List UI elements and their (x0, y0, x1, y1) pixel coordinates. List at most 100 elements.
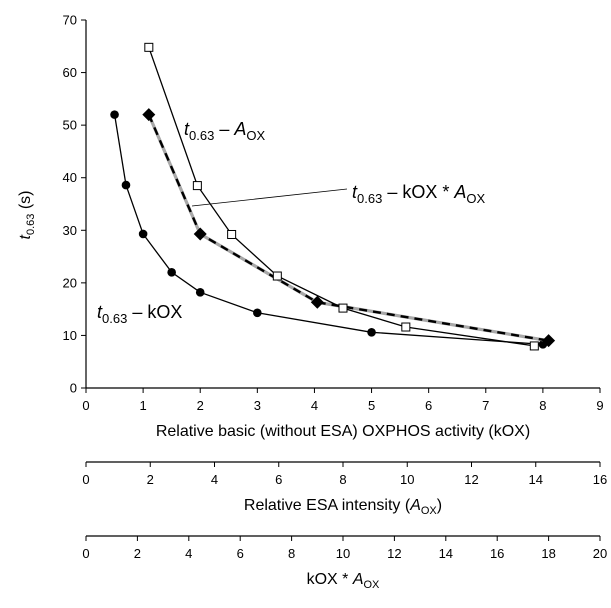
x-axis-title: Relative basic (without ESA) OXPHOS acti… (156, 423, 530, 440)
x-tick-label: 14 (529, 472, 543, 487)
x-tick-label: 6 (237, 546, 244, 561)
x-tick-label: 0 (82, 398, 89, 413)
plot-frame (85, 20, 600, 389)
x-tick-label: 2 (197, 398, 204, 413)
series-label-text: – (214, 119, 234, 139)
x-tick-label: 14 (439, 546, 453, 561)
series-label-leader-line (191, 188, 348, 207)
data-point (310, 295, 324, 309)
x-tick-label: 3 (254, 398, 261, 413)
x-tick-label: 16 (490, 546, 504, 561)
series-label-kox-aox: t0.63 – kOX * AOX (352, 182, 485, 206)
data-point (227, 229, 237, 239)
x-axis-title-text: ) (437, 497, 442, 514)
series-label-symbol: A (233, 119, 246, 139)
series-label-subscript: 0.63 (357, 191, 382, 206)
series-line (147, 114, 549, 342)
x-tick-label: 4 (311, 398, 318, 413)
data-point (138, 229, 148, 239)
data-point (253, 308, 262, 318)
series-label-text: – kOX * (382, 182, 454, 202)
x-axis-title-symbol: A (352, 571, 364, 588)
data-point (529, 341, 539, 351)
data-point (401, 322, 411, 332)
x-tick-label: 7 (482, 398, 489, 413)
series-label-subscript: 0.63 (102, 311, 127, 326)
y-axis-title: t0.63 (s) (17, 191, 37, 240)
y-axis: 0 10 20 30 40 50 60 70 (63, 13, 86, 396)
y-tick-label: 60 (63, 65, 77, 80)
x-tick-label: 2 (134, 546, 141, 561)
x-tick-label: 4 (211, 472, 218, 487)
series-label-kox: t0.63 – kOX (97, 302, 182, 326)
y-tick-label: 50 (63, 118, 77, 133)
x-axis-title-text: Relative ESA intensity ( (244, 497, 411, 514)
data-point (193, 227, 207, 241)
data-point (195, 288, 205, 297)
x-tick-label: 16 (593, 472, 607, 487)
x-tick-label: 6 (275, 472, 282, 487)
series-label-text: – kOX (127, 302, 182, 322)
x-tick-label: 12 (387, 546, 401, 561)
data-point (144, 42, 154, 52)
y-axis-title-subscript: 0.63 (25, 214, 37, 235)
x-axis-title-text: kOX * (307, 571, 353, 588)
x-axis-title-subscript: OX (364, 579, 381, 591)
x-tick-label: 0 (82, 546, 89, 561)
x-axis-koxaox: 0 2 4 6 8 10 12 14 16 18 20 kOX * AOX (82, 535, 607, 591)
y-tick-label: 40 (63, 170, 77, 185)
x-tick-label: 9 (596, 398, 603, 413)
y-tick-label: 70 (63, 13, 77, 28)
data-point (542, 334, 556, 348)
series-label-subscript: 0.63 (189, 128, 214, 143)
series-1 (144, 42, 539, 351)
series-label-symbol: t (352, 182, 358, 202)
x-tick-label: 20 (593, 546, 607, 561)
x-tick-label: 1 (139, 398, 146, 413)
x-tick-label: 18 (541, 546, 555, 561)
x-tick-label: 10 (336, 546, 350, 561)
data-point (367, 327, 376, 337)
series-layer (110, 42, 556, 351)
data-point (272, 271, 282, 281)
series-label-subscript: OX (466, 191, 485, 206)
x-tick-label: 8 (288, 546, 295, 561)
y-tick-label: 30 (63, 223, 77, 238)
series-0 (110, 110, 548, 349)
series-label-symbol: t (184, 119, 190, 139)
series-label-subscript: OX (246, 128, 265, 143)
x-tick-label: 8 (539, 398, 546, 413)
x-tick-label: 8 (339, 472, 346, 487)
x-tick-label: 2 (147, 472, 154, 487)
data-point (167, 268, 176, 277)
x-tick-label: 10 (400, 472, 414, 487)
y-tick-label: 0 (70, 381, 77, 396)
x-axis-title-subscript: OX (421, 505, 438, 517)
x-axis-title-symbol: A (409, 497, 421, 514)
x-axis-aox: 0 2 4 6 8 10 12 14 16 Relative ESA intensity (AOX… (82, 461, 607, 517)
x-tick-label: 12 (464, 472, 478, 487)
x-tick-label: 4 (185, 546, 192, 561)
series-label-symbol: t (97, 302, 103, 322)
x-axis-kox: 0 1 2 3 4 5 6 7 8 9 Relative basic (without ESA) O… (82, 388, 604, 440)
x-tick-label: 0 (82, 472, 89, 487)
series-label-symbol: A (453, 182, 466, 202)
y-axis-title-unit: (s) (17, 191, 34, 214)
series-label-aox: t0.63 – AOX (184, 119, 265, 143)
y-tick-label: 10 (63, 328, 77, 343)
y-tick-label: 20 (63, 275, 77, 290)
data-point (110, 110, 119, 119)
data-point (142, 108, 156, 122)
y-axis-title-symbol: t (17, 234, 34, 239)
x-tick-label: 6 (425, 398, 432, 413)
x-axis-title: kOX * AOX (307, 571, 380, 591)
series-2 (142, 108, 556, 348)
data-point (121, 180, 131, 190)
data-point (192, 181, 202, 191)
x-axis-title: Relative ESA intensity (AOX) (244, 497, 442, 517)
series-line (113, 114, 543, 346)
data-point (338, 303, 348, 313)
x-tick-label: 5 (368, 398, 375, 413)
